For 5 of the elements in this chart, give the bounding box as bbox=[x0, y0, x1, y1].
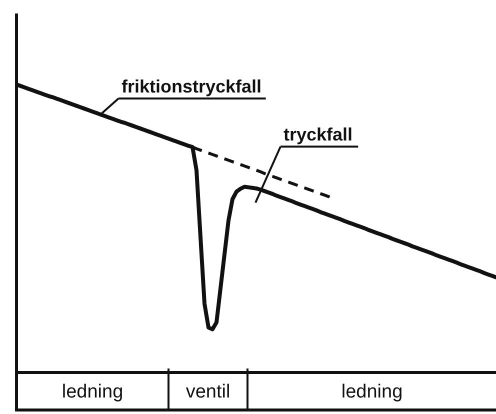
text: ledning bbox=[341, 382, 403, 402]
text: ventil bbox=[186, 382, 230, 402]
annotation: friktionstryckfall bbox=[122, 76, 262, 96]
text: ledning bbox=[62, 382, 124, 402]
annotation: tryckfall bbox=[284, 124, 353, 145]
